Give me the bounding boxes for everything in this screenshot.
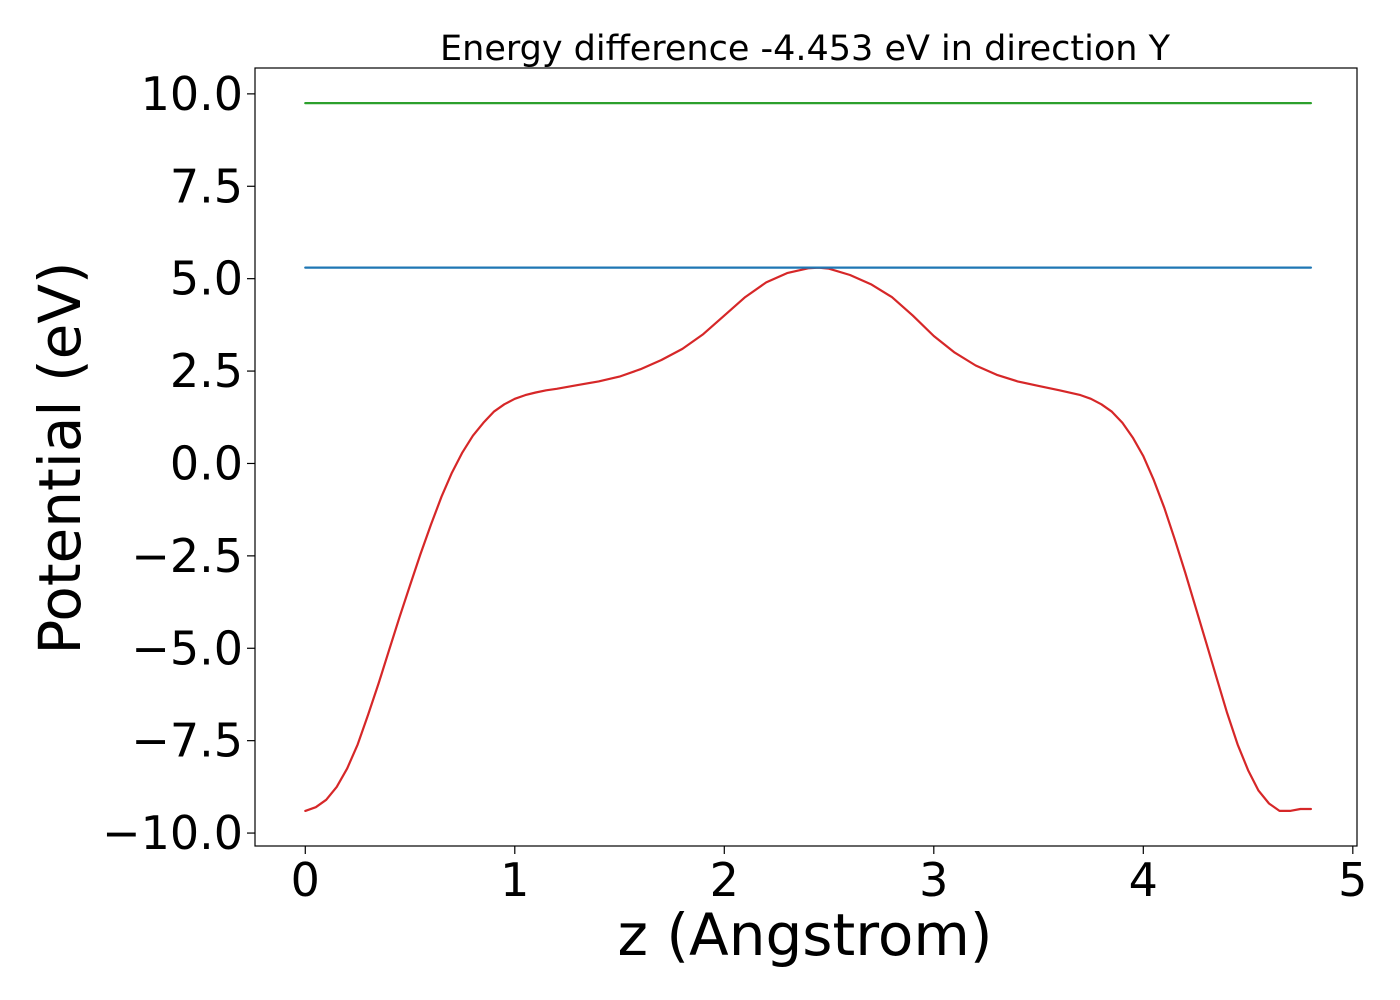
x-tick-label: 4 [1129, 853, 1158, 907]
x-tick-label: 2 [710, 853, 739, 907]
chart-title: Energy difference -4.453 eV in direction… [440, 29, 1171, 69]
x-axis-label: z (Angstrom) [618, 901, 993, 969]
y-tick-label: −7.5 [131, 714, 243, 768]
x-tick-label: 3 [919, 853, 948, 907]
y-tick-label: 5.0 [170, 252, 243, 306]
y-tick-label: −10.0 [102, 806, 243, 860]
y-tick-label: −5.0 [131, 621, 243, 675]
y-tick-label: 10.0 [141, 67, 243, 121]
y-tick-label: 0.0 [170, 436, 243, 490]
series-layer [304, 101, 1313, 813]
y-axis: −10.0 −7.5 −5.0 −2.5 0.0 2.5 5.0 7.5 10.0 [102, 67, 255, 860]
y-axis-label: Potential (eV) [26, 261, 94, 654]
plot-area [254, 67, 1358, 847]
y-tick-label: 2.5 [170, 344, 243, 398]
y-tick-label: −2.5 [131, 529, 243, 583]
x-axis: 0 1 2 3 4 5 [291, 846, 1367, 907]
y-tick-label: 7.5 [170, 159, 243, 213]
plot-frame [254, 67, 1358, 847]
x-tick-label: 0 [291, 853, 320, 907]
x-tick-label: 5 [1338, 853, 1367, 907]
x-tick-label: 1 [500, 853, 529, 907]
